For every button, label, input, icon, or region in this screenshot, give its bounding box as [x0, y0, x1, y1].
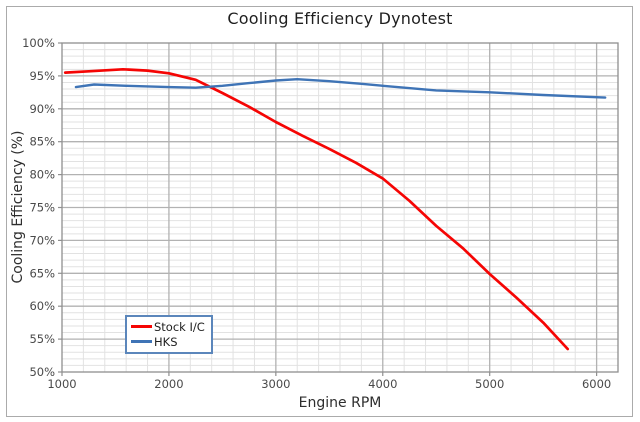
y-tick-label: 60% — [29, 299, 55, 313]
x-tick-label: 4000 — [368, 377, 397, 391]
chart-title: Cooling Efficiency Dynotest — [227, 9, 453, 28]
y-tick-label: 80% — [29, 168, 55, 182]
x-tick-label: 5000 — [475, 377, 504, 391]
y-tick-label: 100% — [22, 36, 55, 50]
legend-item-stock-ic: Stock I/C — [131, 319, 205, 334]
y-tick-label: 65% — [29, 266, 55, 280]
legend-item-hks: HKS — [131, 334, 205, 349]
y-tick-label: 75% — [29, 201, 55, 215]
legend: Stock I/C HKS — [125, 315, 213, 354]
y-tick-label: 90% — [29, 102, 55, 116]
y-axis-title-text: Cooling Efficiency (%) — [10, 130, 26, 284]
y-tick-label: 85% — [29, 135, 55, 149]
legend-label-stock-ic: Stock I/C — [154, 319, 205, 334]
stock-ic-line-swatch — [131, 325, 152, 328]
chart-outer-frame — [6, 6, 633, 417]
series-line-hks — [74, 77, 607, 99]
series-line-stock-i-c — [63, 67, 570, 351]
y-tick-label: 70% — [29, 233, 55, 247]
x-axis-title: Engine RPM — [298, 395, 382, 411]
y-tick-label: 95% — [29, 69, 55, 83]
hks-line-swatch — [131, 340, 152, 343]
y-tick-label: 50% — [29, 365, 55, 379]
y-tick-label: 55% — [29, 332, 55, 346]
x-tick-label: 2000 — [154, 377, 183, 391]
x-tick-label: 3000 — [261, 377, 290, 391]
x-tick-label: 1000 — [47, 377, 76, 391]
legend-label-hks: HKS — [154, 334, 178, 349]
x-tick-label: 6000 — [582, 377, 611, 391]
